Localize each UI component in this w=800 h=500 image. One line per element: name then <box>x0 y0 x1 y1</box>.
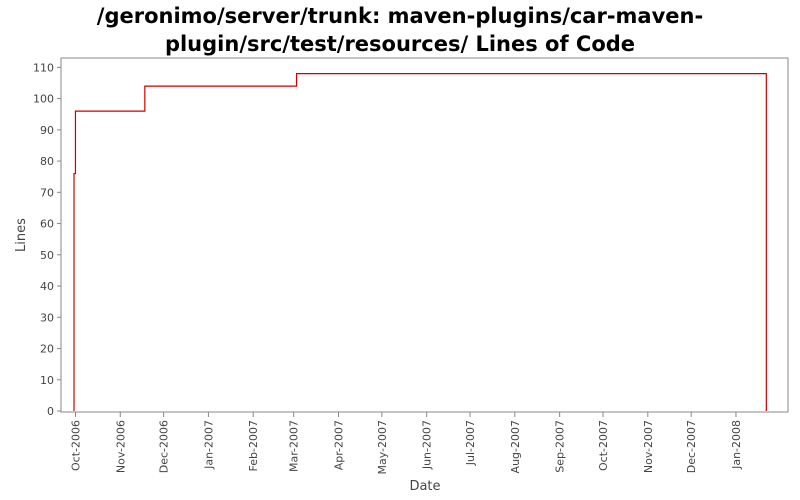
chart-title: /geronimo/server/trunk: maven-plugins/ca… <box>0 2 800 58</box>
y-axis: 0 10 20 30 40 50 60 70 80 90 100 110 <box>33 61 61 418</box>
y-tick-label: 30 <box>40 311 54 324</box>
chart-title-line-2: plugin/src/test/resources/ Lines of Code <box>164 32 636 56</box>
y-tick-label: 60 <box>40 218 54 231</box>
y-tick-label: 40 <box>40 280 54 293</box>
y-tick-label: 100 <box>33 93 54 106</box>
x-axis-label: Date <box>409 479 440 494</box>
x-tick-label: Oct-2006 <box>69 420 82 471</box>
x-tick-label: Oct-2007 <box>597 420 610 471</box>
y-tick-label: 80 <box>40 155 54 168</box>
plot-area <box>60 57 789 413</box>
y-tick-label: 0 <box>47 405 54 418</box>
x-tick-label: Jan-2008 <box>730 420 743 470</box>
x-tick-label: Dec-2007 <box>685 420 698 473</box>
chart-title-line-1: /geronimo/server/trunk: maven-plugins/ca… <box>96 4 704 28</box>
series-group <box>73 73 767 412</box>
x-tick-label: Sep-2007 <box>554 420 567 473</box>
x-axis: Oct-2006 Nov-2006 Dec-2006 Jan-2007 Feb-2007… <box>69 412 743 475</box>
x-tick-label: Jun-2007 <box>421 420 434 470</box>
y-axis-label: Lines <box>14 218 29 252</box>
x-tick-label: Dec-2006 <box>158 420 171 473</box>
x-tick-label: May-2007 <box>376 420 389 475</box>
y-tick-label: 110 <box>33 61 54 74</box>
y-tick-label: 70 <box>40 186 54 199</box>
x-tick-label: Nov-2007 <box>642 420 655 473</box>
x-tick-label: Jan-2007 <box>202 420 215 470</box>
x-tick-label: Apr-2007 <box>333 420 346 470</box>
x-tick-label: Nov-2006 <box>114 420 127 473</box>
series-line <box>73 73 767 411</box>
x-tick-label: Aug-2007 <box>509 420 522 473</box>
y-tick-label: 10 <box>40 374 54 387</box>
y-tick-label: 50 <box>40 249 54 262</box>
x-tick-label: Feb-2007 <box>247 420 260 471</box>
x-tick-label: Jul-2007 <box>464 420 477 466</box>
y-tick-label: 20 <box>40 343 54 356</box>
y-tick-label: 90 <box>40 124 54 137</box>
x-tick-label: Mar-2007 <box>288 420 301 472</box>
